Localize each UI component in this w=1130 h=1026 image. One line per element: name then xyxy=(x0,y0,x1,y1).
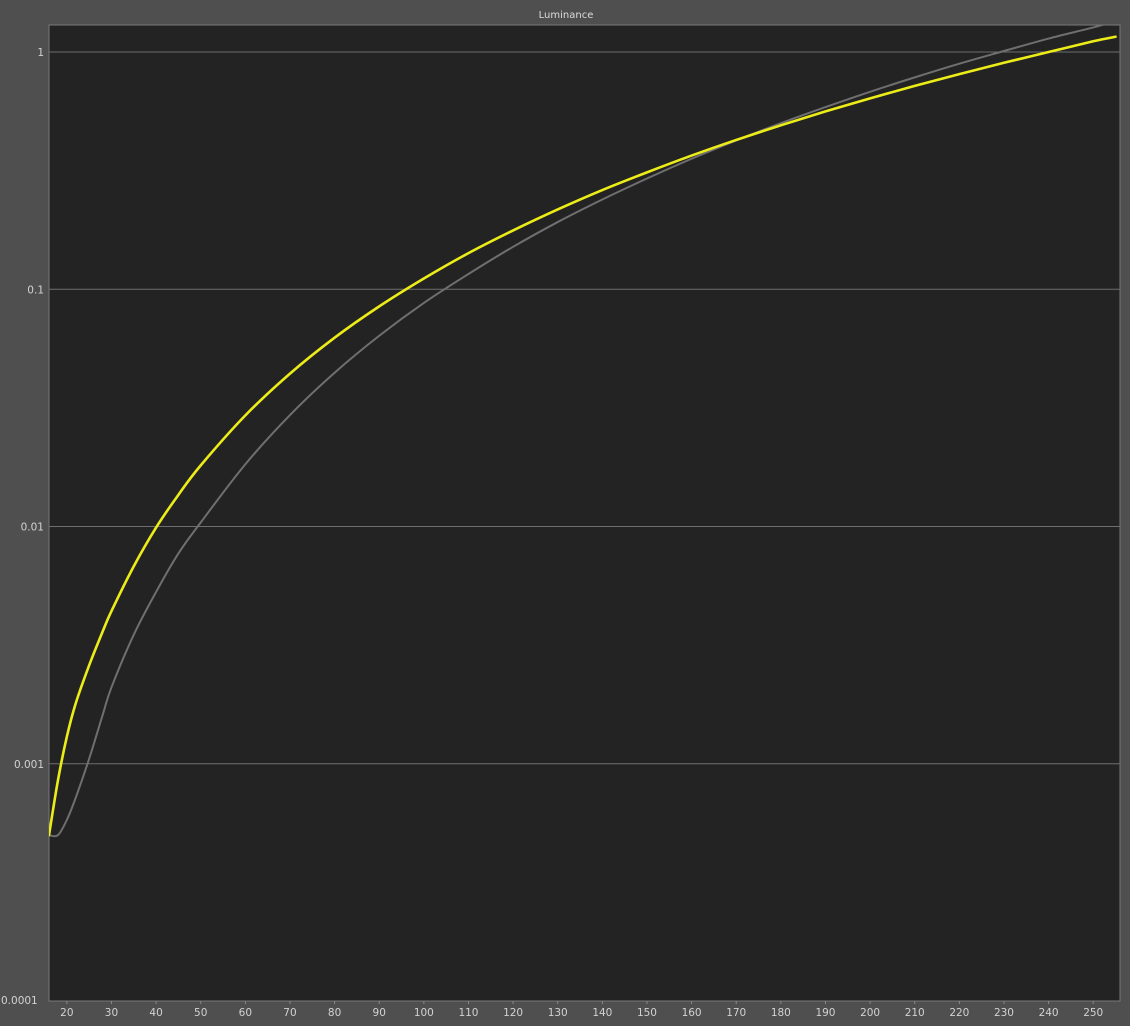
x-tick-label: 100 xyxy=(414,1007,434,1019)
x-tick-label: 70 xyxy=(283,1007,296,1019)
x-tick-label: 50 xyxy=(194,1007,207,1019)
x-tick-label: 250 xyxy=(1083,1007,1103,1019)
chart-title: Luminance xyxy=(539,10,594,21)
x-axis-ticks: 20 30 40 50 60 70 80 90 100 110 120 130 140 150 160 170… xyxy=(60,1001,1103,1019)
x-tick-label: 110 xyxy=(458,1007,478,1019)
x-tick-label: 150 xyxy=(637,1007,657,1019)
grid-lines xyxy=(49,51,1120,765)
y-tick-label: 0.1 xyxy=(27,284,44,296)
y-tick-label: 0.001 xyxy=(14,759,44,771)
x-tick-label: 140 xyxy=(592,1007,612,1019)
x-tick-label: 120 xyxy=(503,1007,523,1019)
x-tick-label: 220 xyxy=(949,1007,969,1019)
x-tick-label: 60 xyxy=(239,1007,252,1019)
x-tick-label: 80 xyxy=(328,1007,341,1019)
x-tick-label: 170 xyxy=(726,1007,746,1019)
y-tick-label: 1 xyxy=(37,47,44,59)
x-tick-label: 30 xyxy=(105,1007,118,1019)
plot-area xyxy=(48,24,1121,1002)
x-tick-label: 90 xyxy=(373,1007,386,1019)
x-tick-label: 240 xyxy=(1039,1007,1059,1019)
y-tick-label: 0.0001 xyxy=(1,995,38,1007)
x-tick-label: 210 xyxy=(905,1007,925,1019)
x-tick-label: 130 xyxy=(548,1007,568,1019)
x-tick-label: 230 xyxy=(994,1007,1014,1019)
x-tick-label: 160 xyxy=(682,1007,702,1019)
series-line-0 xyxy=(49,25,1106,838)
y-tick-label: 0.01 xyxy=(21,522,44,534)
series-line-1 xyxy=(49,35,1117,837)
series-lines xyxy=(49,25,1117,838)
x-tick-label: 40 xyxy=(149,1007,162,1019)
y-axis-ticks: 0.0001 0.001 0.01 0.1 1 xyxy=(1,47,44,1007)
x-tick-label: 200 xyxy=(860,1007,880,1019)
x-tick-label: 20 xyxy=(60,1007,73,1019)
x-tick-label: 180 xyxy=(771,1007,791,1019)
x-tick-label: 190 xyxy=(815,1007,835,1019)
